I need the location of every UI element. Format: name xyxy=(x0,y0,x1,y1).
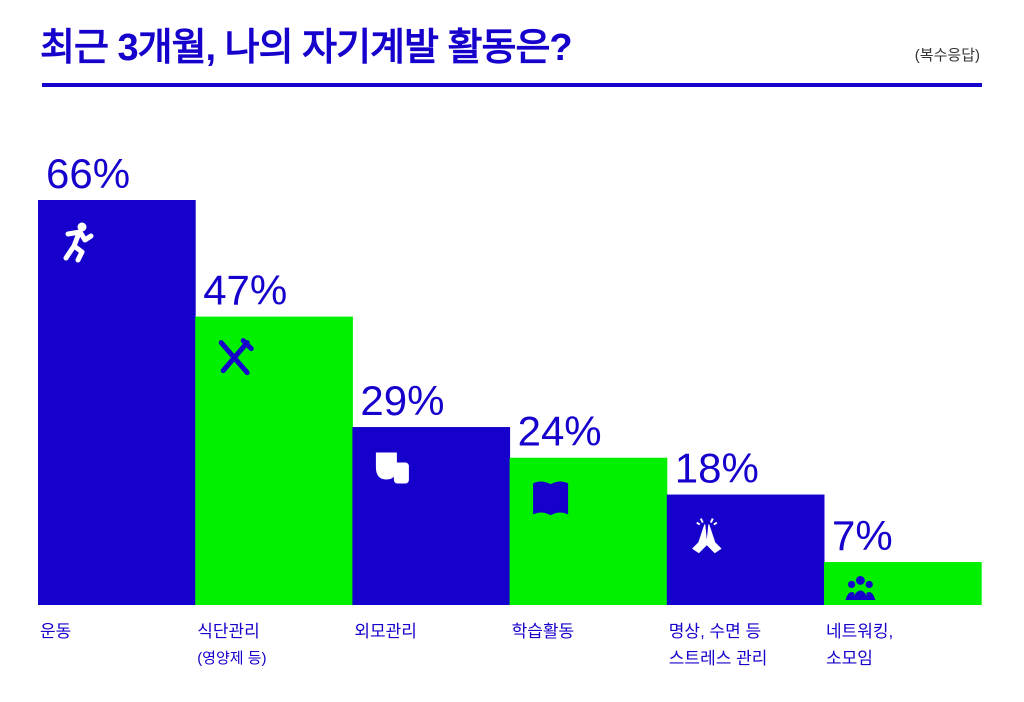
category-label: 외모관리 xyxy=(354,618,417,645)
category-name: 명상, 수면 등 xyxy=(668,622,762,641)
category-name: 네트워킹, xyxy=(826,622,894,641)
category-name: 외모관리 xyxy=(354,622,417,641)
category-label: 식단관리 (영양제 등) xyxy=(197,618,266,672)
chart-title: 최근 3개월, 나의 자기계발 활동은? xyxy=(40,27,573,69)
book-icon xyxy=(533,481,569,516)
category-label: 학습활동 xyxy=(512,618,575,645)
running-icon xyxy=(63,222,94,263)
title-divider xyxy=(42,83,982,87)
value-label: 24% xyxy=(518,408,602,455)
bar-1 xyxy=(38,200,196,605)
bar-5 xyxy=(666,494,825,605)
category-label: 네트워킹, 소모임 xyxy=(826,618,893,672)
category-sublabel: 소모임 xyxy=(826,649,873,668)
category-name: 학습활동 xyxy=(511,622,575,641)
bar-4 xyxy=(509,457,668,605)
category-sublabel: 스트레스 관리 xyxy=(668,649,768,668)
utensils-icon xyxy=(218,338,254,376)
value-label: 47% xyxy=(203,267,287,314)
masks-icon xyxy=(375,452,409,484)
praying-hands-icon xyxy=(692,518,722,554)
category-sublabel: (영양제 등) xyxy=(197,650,267,667)
value-label: 66% xyxy=(46,150,130,197)
group-icon xyxy=(845,576,876,601)
category-name: 식단관리 xyxy=(197,622,260,641)
value-label: 7% xyxy=(832,512,893,559)
category-label: 운동 xyxy=(40,618,71,645)
bar-2 xyxy=(195,316,353,605)
value-label: 29% xyxy=(360,377,444,424)
category-name: 운동 xyxy=(40,622,72,641)
multiple-response-note: (복수응답) xyxy=(914,47,980,64)
value-label: 18% xyxy=(675,445,759,492)
